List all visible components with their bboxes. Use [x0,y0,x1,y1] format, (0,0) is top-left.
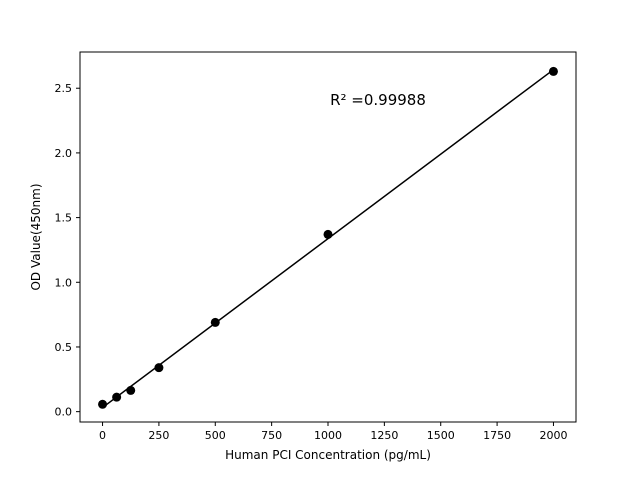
r-squared-annotation: R² =0.99988 [330,91,426,109]
data-point [548,66,558,76]
y-tick-label: 0.0 [55,406,73,419]
data-point [210,317,220,327]
y-tick-label: 1.0 [55,276,73,289]
x-tick-label: 750 [261,429,282,442]
data-point [154,363,164,373]
data-point [126,385,136,395]
y-tick-label: 1.5 [55,212,73,225]
x-tick-label: 1000 [314,429,342,442]
x-tick-label: 1500 [427,429,455,442]
x-tick-label: 0 [99,429,106,442]
x-tick-label: 1250 [370,429,398,442]
x-tick-label: 250 [148,429,169,442]
x-axis-label: Human PCI Concentration (pg/mL) [225,448,431,462]
y-tick-label: 2.5 [55,82,73,95]
data-point [323,229,333,239]
y-tick-label: 2.0 [55,147,73,160]
y-axis-label: OD Value(450nm) [29,183,43,291]
y-tick-label: 0.5 [55,341,73,354]
x-tick-label: 500 [205,429,226,442]
data-point [112,392,122,402]
x-tick-label: 2000 [539,429,567,442]
x-tick-label: 1750 [483,429,511,442]
data-point [98,399,108,409]
